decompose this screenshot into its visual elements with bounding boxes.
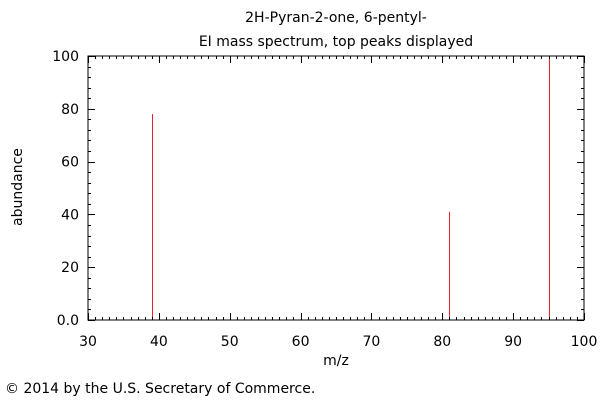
x-tick-label: 80 [433,334,451,350]
x-tick-label: 30 [79,334,97,350]
x-tick-label: 70 [363,334,381,350]
y-tick-label: 40 [61,207,79,223]
x-tick-label: 40 [150,334,168,350]
ticks-layer [88,56,585,321]
y-tick-label: 100 [52,49,79,65]
x-tick-label: 60 [292,334,310,350]
x-tick-label: 90 [504,334,522,350]
y-tick-label: 20 [61,260,79,276]
copyright-notice: © 2014 by the U.S. Secretary of Commerce… [5,381,316,397]
y-tick-label: 80 [61,102,79,118]
peaks-layer [152,56,550,320]
x-axis-label: m/z [323,353,349,369]
x-tick-label: 100 [571,334,598,350]
y-tick-label: 60 [61,155,79,171]
tick-labels-layer: 30 40 50 60 70 80 90 100 0.0 20 40 60 80 100 [52,49,597,350]
plot-frame [87,55,585,321]
y-tick-label: 0.0 [57,313,79,329]
chart-subtitle: EI mass spectrum, top peaks displayed [198,34,474,50]
x-tick-label: 50 [221,334,239,350]
chart-title: 2H-Pyran-2-one, 6-pentyl- [245,10,427,26]
y-axis-label: abundance [10,148,26,226]
